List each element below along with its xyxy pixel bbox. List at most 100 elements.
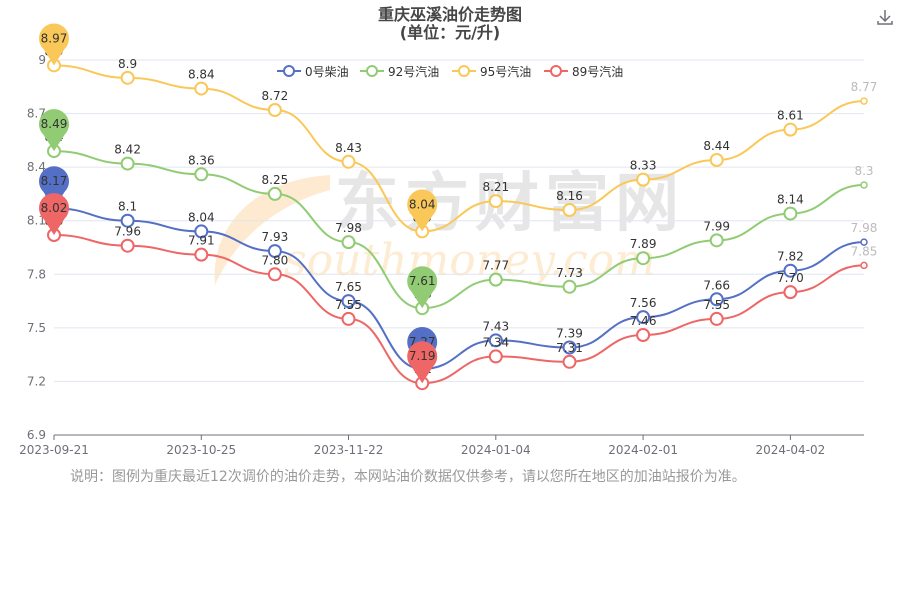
data-point [341,311,356,326]
data-label: 8.43 [335,141,362,155]
y-tick-label: 7.2 [27,374,46,388]
data-label: 8.61 [777,109,804,123]
data-point [709,311,724,326]
data-point [860,97,868,105]
value-pin: 8.02 [39,193,69,235]
data-point [709,233,724,248]
x-tick-label: 2024-01-04 [461,443,531,457]
data-label: 7.55 [335,298,362,312]
data-label: 7.91 [188,234,215,248]
chart-subtitle: (单位：元/升) [400,23,500,42]
legend-marker [550,65,562,77]
data-point [562,340,577,355]
data-point [562,279,577,294]
data-label: 7.98 [335,221,362,235]
x-tick-label: 2024-04-02 [756,443,826,457]
data-label: 8.42 [114,143,141,157]
pin-shape [39,109,69,152]
data-label: 8.14 [777,193,804,207]
data-label: 8.72 [262,89,289,103]
max-min-markers: 8.177.278.497.618.978.048.027.19 [39,23,438,384]
pin-label: 8.17 [41,174,68,188]
data-point [783,206,798,221]
axes: 2023-09-21 2023-10-25 2023-11-22 2024-01-04… [19,434,864,457]
chart-title: 重庆巫溪油价走势图 [378,5,522,24]
data-point [341,154,356,169]
data-label: 7.43 [482,319,509,333]
data-point [709,292,724,307]
x-tick-label: 2023-11-22 [314,443,384,457]
y-tick-label: 9 [38,53,46,67]
data-point [636,328,651,342]
data-label: 7.80 [262,253,289,267]
pin-label: 7.61 [409,274,436,288]
legend-item[interactable]: 92号汽油 [360,64,439,79]
value-pin: 8.17 [39,166,69,209]
download-icon[interactable] [874,6,896,28]
data-label: 7.85 [851,244,878,258]
data-label: 8.04 [188,210,215,224]
data-point [267,103,282,117]
data-label: 7.99 [703,219,730,233]
x-tick-label: 2023-09-21 [19,443,89,457]
data-point [636,310,651,325]
data-label: 8.9 [118,57,137,71]
legend-label: 92号汽油 [388,64,439,79]
data-point [194,81,209,96]
data-point [120,70,135,85]
pin-label: 8.04 [409,197,436,211]
legend-item[interactable]: 89号汽油 [544,64,623,79]
pin-shape [39,166,69,209]
y-tick-label: 6.9 [27,428,46,442]
data-point [267,244,282,259]
value-pin: 8.97 [39,23,69,66]
legend-item[interactable]: 95号汽油 [452,64,531,79]
data-label: 8.25 [262,173,289,187]
data-label: 8.21 [482,180,509,194]
value-pin: 8.49 [39,109,69,152]
data-label: 8.1 [118,200,137,214]
y-tick-label: 8.4 [27,160,46,174]
legend-item[interactable]: 0号柴油 [277,65,349,79]
pin-label: 8.49 [41,117,68,131]
data-point [783,122,798,137]
data-label: 8.84 [188,68,215,82]
data-label: 7.34 [482,335,509,349]
data-point [562,354,577,369]
data-point [120,156,135,171]
data-label: 8.36 [188,153,215,167]
x-tick-label: 2023-10-25 [166,443,236,457]
watermark-text: 东方财富网 [335,167,685,241]
data-point [120,213,135,228]
data-point [860,261,868,270]
data-label: 7.93 [262,230,289,244]
data-point [194,247,209,262]
legend[interactable]: 0号柴油 92号汽油 95号汽油 89号汽油 [277,64,623,79]
data-point [267,267,282,282]
footnote: 说明：图例为重庆最近12次调价的油价走势，本网站油价数据仅供参考，请以您所在地区… [70,469,746,485]
data-label: 7.66 [703,278,730,292]
data-point [562,203,577,217]
data-label: 7.82 [777,250,804,264]
data-point [709,153,724,167]
data-point [488,272,503,287]
pin-shape [407,341,438,384]
data-label: 8.3 [854,164,873,178]
data-point [488,194,503,209]
value-pin: 7.19 [407,341,438,384]
legend-label: 89号汽油 [572,64,623,79]
data-point [636,172,651,187]
data-point [488,349,503,364]
pin-shape [407,266,438,309]
pin-label: 8.97 [41,31,68,45]
data-point [636,251,651,266]
data-label: 8.44 [703,139,730,153]
y-tick-label: 8.1 [27,214,46,228]
data-point [120,238,135,253]
legend-marker [366,65,378,77]
data-label: 7.73 [556,266,583,280]
value-pin: 7.61 [407,266,438,309]
data-label: 7.56 [630,296,657,310]
data-label: 7.31 [556,341,583,355]
